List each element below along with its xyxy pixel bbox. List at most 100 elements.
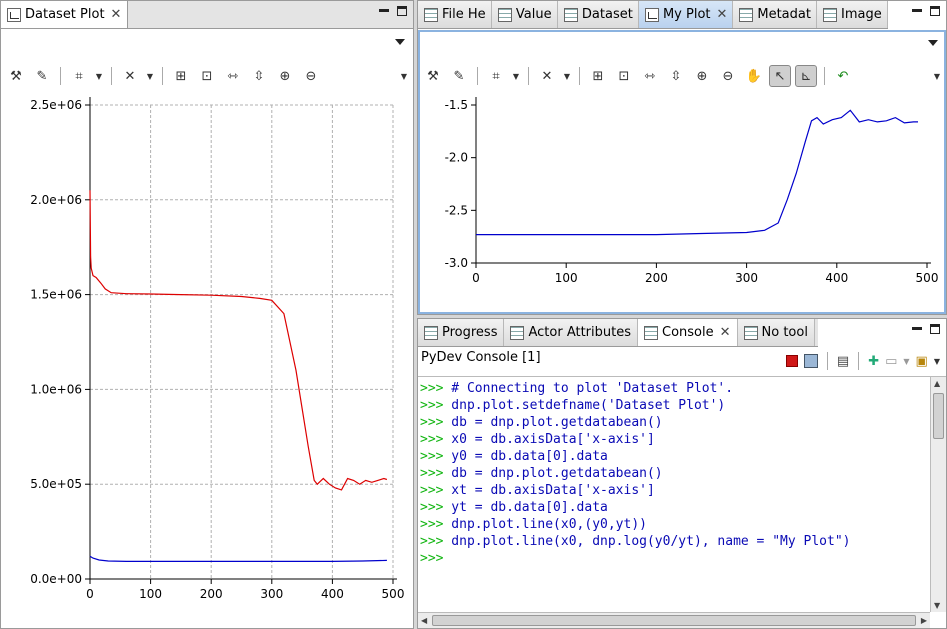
my-plot-chart[interactable]: 0 100 200 300 400 500 -3.0 -2.5 -2.0 -1.5 bbox=[420, 93, 946, 313]
scroll-thumb[interactable] bbox=[432, 615, 916, 626]
console-toolbar: ▤ ✚ ▭ ▼ ▣ ▼ bbox=[785, 352, 940, 370]
tab-image[interactable]: Image bbox=[817, 1, 889, 28]
zoom-box-icon[interactable]: ⊡ bbox=[201, 68, 213, 84]
scroll-left-icon[interactable]: ◀ bbox=[421, 616, 428, 625]
terminate-icon[interactable] bbox=[785, 355, 798, 367]
console-code: # Connecting to plot 'Dataset Plot'. bbox=[443, 381, 734, 396]
tab-no-tool[interactable]: No tool bbox=[737, 319, 815, 346]
minimize-icon[interactable] bbox=[912, 6, 922, 12]
minimize-icon[interactable] bbox=[912, 324, 922, 330]
dropdown-arrow-icon[interactable]: ▼ bbox=[512, 71, 520, 81]
dropdown-arrow-icon[interactable]: ▼ bbox=[903, 356, 910, 366]
maximize-icon[interactable] bbox=[930, 324, 940, 334]
clear-console-icon[interactable]: ▤ bbox=[836, 353, 850, 369]
my-plot-view: File He Value Dataset My Plot ✕ Metadat Image … bbox=[417, 0, 947, 315]
tab-actor-attributes[interactable]: Actor Attributes bbox=[504, 319, 638, 346]
view-menu-icon[interactable] bbox=[928, 40, 938, 46]
console-prompt: >>> bbox=[420, 517, 444, 532]
toolbar-menu-icon[interactable]: ▼ bbox=[400, 71, 408, 81]
tab-label: Image bbox=[841, 7, 882, 22]
dropdown-arrow-icon[interactable]: ▼ bbox=[95, 71, 103, 81]
display-console-icon[interactable]: ▭ bbox=[885, 353, 898, 369]
plot-settings-icon[interactable]: ⌗ bbox=[75, 68, 83, 84]
console-code: db = dnp.plot.getdatabean() bbox=[443, 466, 663, 481]
scroll-thumb[interactable] bbox=[933, 393, 944, 439]
tab-my-plot[interactable]: My Plot ✕ bbox=[638, 1, 734, 28]
close-icon[interactable]: ✕ bbox=[716, 7, 728, 22]
dropdown-arrow-icon[interactable]: ▼ bbox=[146, 71, 154, 81]
console-prompt: >>> bbox=[420, 551, 444, 566]
tab-label: Value bbox=[515, 7, 552, 22]
horizontal-scrollbar[interactable]: ◀ ▶ bbox=[418, 612, 930, 628]
axis-scale-icon[interactable]: ✕ bbox=[541, 68, 553, 84]
console-code: dnp.plot.line(x0, dnp.log(y0/yt), name =… bbox=[443, 534, 851, 549]
console-code: y0 = db.data[0].data bbox=[443, 449, 608, 464]
dropdown-arrow-icon[interactable]: ▼ bbox=[933, 356, 940, 366]
tab-dataset-plot[interactable]: Dataset Plot ✕ bbox=[1, 1, 129, 28]
plot-toolbar: ⚒ ✎ ⌗ ▼ ✕ ▼ ⊞ ⊡ ⇿ ⇳ ⊕ ⊖ ▼ bbox=[5, 63, 409, 89]
x-tick-label: 400 bbox=[321, 587, 344, 601]
zoom-out-icon[interactable]: ⊖ bbox=[722, 68, 734, 84]
zoom-out-icon[interactable]: ⊖ bbox=[305, 68, 317, 84]
scroll-down-icon[interactable]: ▼ bbox=[934, 601, 941, 610]
dataset-plot-view: Dataset Plot ✕ ⚒ ✎ ⌗ ▼ ✕ ▼ ⊞ ⊡ ⇿ ⇳ ⊕ ⊖ ▼… bbox=[0, 0, 414, 629]
tab-file-he[interactable]: File He bbox=[418, 1, 492, 28]
autoscale-icon[interactable]: ⊞ bbox=[175, 68, 187, 84]
pan-hand-icon[interactable]: ✋ bbox=[745, 68, 763, 84]
toolbar-menu-icon[interactable]: ▼ bbox=[933, 71, 941, 81]
vertical-scrollbar[interactable]: ▲ ▼ bbox=[930, 377, 946, 612]
separator bbox=[826, 352, 828, 370]
metadata-icon bbox=[739, 7, 754, 22]
console-line: >>> db = dnp.plot.getdatabean() bbox=[420, 465, 928, 482]
pencil-icon[interactable]: ✎ bbox=[453, 68, 465, 84]
new-console-icon[interactable]: ✚ bbox=[868, 353, 880, 369]
maximize-icon[interactable] bbox=[397, 6, 407, 16]
tab-value[interactable]: Value bbox=[491, 1, 558, 28]
scroll-right-icon[interactable]: ▶ bbox=[920, 616, 927, 625]
zoom-in-icon[interactable]: ⊕ bbox=[279, 68, 291, 84]
scroll-up-icon[interactable]: ▲ bbox=[934, 379, 941, 388]
view-menu-icon[interactable] bbox=[395, 39, 405, 45]
plot-settings-icon[interactable]: ⌗ bbox=[492, 68, 500, 84]
dropdown-arrow-icon[interactable]: ▼ bbox=[563, 71, 571, 81]
tab-dataset[interactable]: Dataset bbox=[557, 1, 639, 28]
console-prompt: >>> bbox=[420, 432, 444, 447]
axes-icon[interactable]: ⊾ bbox=[795, 65, 817, 87]
close-icon[interactable]: ✕ bbox=[719, 325, 731, 340]
console-area[interactable]: >>> # Connecting to plot 'Dataset Plot'.… bbox=[418, 376, 946, 628]
wrench-icon[interactable]: ⚒ bbox=[10, 68, 22, 84]
minimize-icon[interactable] bbox=[379, 6, 389, 12]
zoom-in-icon[interactable]: ⊕ bbox=[696, 68, 708, 84]
view-menu-row bbox=[418, 33, 946, 55]
console-line: >>> # Connecting to plot 'Dataset Plot'. bbox=[420, 380, 928, 397]
console-prompt: >>> bbox=[420, 449, 444, 464]
pointer-icon[interactable]: ↖ bbox=[769, 65, 791, 87]
console-output[interactable]: >>> # Connecting to plot 'Dataset Plot'.… bbox=[420, 380, 928, 610]
actor-icon bbox=[510, 325, 525, 340]
tab-metadat[interactable]: Metadat bbox=[733, 1, 818, 28]
save-icon[interactable] bbox=[803, 354, 818, 368]
zoom-vertical-icon[interactable]: ⇳ bbox=[253, 68, 265, 84]
open-console-icon[interactable]: ▣ bbox=[915, 353, 928, 369]
pencil-icon[interactable]: ✎ bbox=[36, 68, 48, 84]
y-tick-label: -2.5 bbox=[445, 203, 468, 217]
zoom-horizontal-icon[interactable]: ⇿ bbox=[644, 68, 656, 84]
undo-icon[interactable]: ↶ bbox=[837, 68, 849, 84]
tab-progress[interactable]: Progress bbox=[418, 319, 505, 346]
autoscale-icon[interactable]: ⊞ bbox=[592, 68, 604, 84]
zoom-horizontal-icon[interactable]: ⇿ bbox=[227, 68, 239, 84]
close-icon[interactable]: ✕ bbox=[110, 7, 122, 22]
zoom-vertical-icon[interactable]: ⇳ bbox=[670, 68, 682, 84]
axis-scale-icon[interactable]: ✕ bbox=[124, 68, 136, 84]
tab-label: My Plot bbox=[662, 7, 711, 22]
maximize-icon[interactable] bbox=[930, 6, 940, 16]
dataset-plot-chart[interactable]: 0 100 200 300 400 500 0.0e+00 5.0e+05 1.0e+06 1.5… bbox=[1, 93, 413, 629]
console-tabbar: Progress Actor Attributes Console ✕ No tool bbox=[418, 319, 818, 347]
wrench-icon[interactable]: ⚒ bbox=[427, 68, 439, 84]
zoom-box-icon[interactable]: ⊡ bbox=[618, 68, 630, 84]
y-tick-label: 0.0e+00 bbox=[30, 572, 82, 586]
tab-label: File He bbox=[442, 7, 486, 22]
tab-label: Actor Attributes bbox=[528, 325, 631, 340]
x-tick-label: 200 bbox=[200, 587, 223, 601]
tab-console[interactable]: Console ✕ bbox=[638, 319, 738, 346]
